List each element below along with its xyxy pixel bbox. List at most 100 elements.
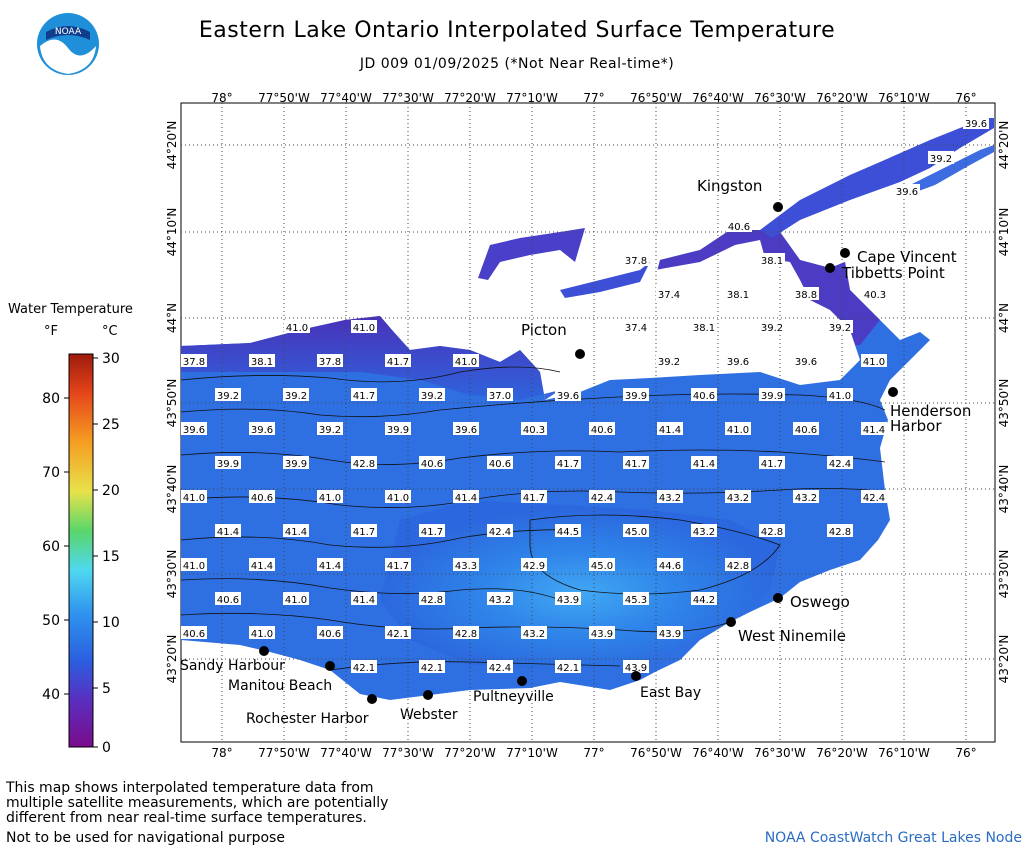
svg-text:39.2: 39.2 bbox=[761, 323, 783, 334]
svg-text:44.6: 44.6 bbox=[659, 561, 681, 572]
page-subtitle: JD 009 01/09/2025 (*Not Near Real-time*) bbox=[359, 56, 675, 72]
svg-text:41.4: 41.4 bbox=[319, 561, 341, 572]
temperature-label: 42.8 bbox=[419, 592, 445, 606]
svg-text:39.6: 39.6 bbox=[965, 119, 987, 130]
svg-text:39.6: 39.6 bbox=[795, 357, 817, 368]
lat-label-left: 44°10'N bbox=[165, 208, 179, 257]
temperature-label: 38.1 bbox=[249, 354, 275, 368]
temperature-label: 45.3 bbox=[623, 592, 649, 606]
lon-label-top: 76°10'W bbox=[878, 91, 930, 105]
place-dot bbox=[259, 646, 269, 656]
temperature-label: 37.0 bbox=[487, 388, 513, 402]
svg-text:43.2: 43.2 bbox=[489, 595, 511, 606]
bay-of-quinte bbox=[478, 228, 585, 280]
lon-label-bottom: 76°30'W bbox=[754, 746, 806, 760]
svg-text:43.2: 43.2 bbox=[693, 527, 715, 538]
temperature-label: 40.6 bbox=[317, 626, 343, 640]
svg-text:39.2: 39.2 bbox=[319, 425, 341, 436]
legend-c-label: 15 bbox=[102, 549, 120, 565]
svg-text:43.2: 43.2 bbox=[523, 629, 545, 640]
temperature-label: 42.9 bbox=[521, 558, 547, 572]
temperature-label: 45.0 bbox=[623, 524, 649, 538]
svg-text:41.0: 41.0 bbox=[183, 493, 205, 504]
svg-text:42.8: 42.8 bbox=[421, 595, 443, 606]
temperature-label: 42.8 bbox=[725, 558, 751, 572]
temperature-label: 41.7 bbox=[351, 388, 377, 402]
svg-text:40.6: 40.6 bbox=[251, 493, 273, 504]
lon-label-top: 78° bbox=[211, 91, 232, 105]
svg-text:38.1: 38.1 bbox=[761, 256, 783, 267]
legend-title: Water Temperature bbox=[8, 302, 133, 317]
temperature-label: 41.0 bbox=[284, 320, 310, 334]
place-dot bbox=[423, 690, 433, 700]
svg-text:42.8: 42.8 bbox=[353, 459, 375, 470]
svg-text:41.4: 41.4 bbox=[659, 425, 681, 436]
legend-f-label: 70 bbox=[42, 465, 60, 481]
svg-text:40.6: 40.6 bbox=[421, 459, 443, 470]
svg-text:45.0: 45.0 bbox=[591, 561, 613, 572]
lon-label-bottom: 77°30'W bbox=[382, 746, 434, 760]
temperature-label: 40.6 bbox=[419, 456, 445, 470]
temperature-label: 40.6 bbox=[691, 388, 717, 402]
temperature-label: 40.6 bbox=[589, 422, 615, 436]
temperature-label: 41.0 bbox=[283, 592, 309, 606]
place-dot bbox=[631, 671, 641, 681]
temperature-label: 43.2 bbox=[725, 490, 751, 504]
temperature-label: 41.7 bbox=[623, 456, 649, 470]
svg-text:40.6: 40.6 bbox=[693, 391, 715, 402]
svg-text:41.7: 41.7 bbox=[523, 493, 545, 504]
place-label: East Bay bbox=[640, 685, 701, 701]
legend-c-label: 30 bbox=[102, 351, 120, 367]
svg-text:41.7: 41.7 bbox=[761, 459, 783, 470]
temperature-label: 43.9 bbox=[589, 626, 615, 640]
legend-c-label: 0 bbox=[102, 740, 111, 756]
temperature-label: 41.4 bbox=[453, 490, 479, 504]
lon-label-bottom: 77°20'W bbox=[444, 746, 496, 760]
temperature-label: 41.7 bbox=[385, 354, 411, 368]
svg-text:41.7: 41.7 bbox=[353, 527, 375, 538]
svg-text:37.0: 37.0 bbox=[489, 391, 511, 402]
temperature-label: 41.0 bbox=[181, 490, 207, 504]
place-label: Webster bbox=[400, 707, 458, 723]
svg-text:44.5: 44.5 bbox=[557, 527, 579, 538]
temperature-label: 44.5 bbox=[555, 524, 581, 538]
svg-text:39.6: 39.6 bbox=[557, 391, 579, 402]
lat-label-left: 44°20'N bbox=[165, 121, 179, 170]
temperature-label: 39.2 bbox=[759, 320, 785, 334]
page-title: Eastern Lake Ontario Interpolated Surfac… bbox=[198, 18, 836, 43]
lat-label-right: 44°N bbox=[997, 303, 1011, 333]
svg-text:42.9: 42.9 bbox=[523, 561, 545, 572]
svg-text:39.6: 39.6 bbox=[455, 425, 477, 436]
temperature-label: 38.1 bbox=[691, 320, 717, 334]
svg-text:40.6: 40.6 bbox=[489, 459, 511, 470]
svg-text:40.3: 40.3 bbox=[523, 425, 545, 436]
svg-text:39.2: 39.2 bbox=[421, 391, 443, 402]
svg-text:38.8: 38.8 bbox=[795, 290, 817, 301]
place-marker: Rochester Harbor bbox=[246, 694, 377, 727]
temperature-label: 42.1 bbox=[555, 660, 581, 674]
svg-text:41.4: 41.4 bbox=[251, 561, 273, 572]
svg-text:41.4: 41.4 bbox=[217, 527, 239, 538]
temperature-label: 39.6 bbox=[249, 422, 275, 436]
svg-text:41.0: 41.0 bbox=[727, 425, 749, 436]
temperature-label: 41.7 bbox=[555, 456, 581, 470]
svg-text:45.3: 45.3 bbox=[625, 595, 647, 606]
svg-text:43.9: 43.9 bbox=[557, 595, 579, 606]
place-marker: Kingston bbox=[697, 177, 783, 212]
svg-text:37.8: 37.8 bbox=[625, 256, 647, 267]
temperature-label: 42.4 bbox=[487, 524, 513, 538]
svg-text:39.6: 39.6 bbox=[896, 187, 918, 198]
temperature-label: 39.2 bbox=[317, 422, 343, 436]
temperature-label: 43.3 bbox=[453, 558, 479, 572]
svg-text:40.6: 40.6 bbox=[183, 629, 205, 640]
lon-label-top: 77° bbox=[583, 91, 604, 105]
svg-text:41.0: 41.0 bbox=[183, 561, 205, 572]
temperature-label: 40.6 bbox=[726, 219, 752, 233]
temperature-label: 43.2 bbox=[657, 490, 683, 504]
lon-label-top: 76°20'W bbox=[816, 91, 868, 105]
svg-text:42.8: 42.8 bbox=[727, 561, 749, 572]
wolfe-island-land bbox=[800, 214, 890, 258]
temperature-label: 37.8 bbox=[317, 354, 343, 368]
temperature-label: 42.8 bbox=[453, 626, 479, 640]
temperature-label: 44.6 bbox=[657, 558, 683, 572]
